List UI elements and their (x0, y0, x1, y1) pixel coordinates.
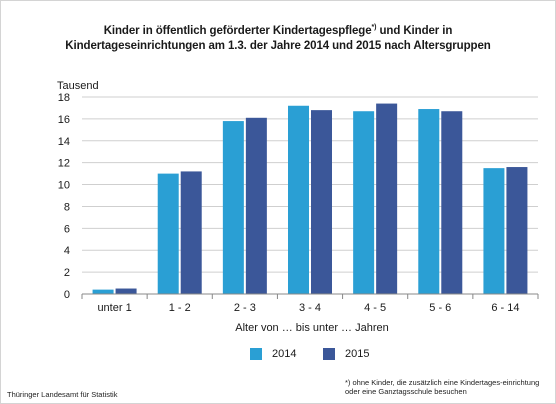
bar-2014-1 (92, 289, 114, 294)
y-tick-label-4: 4 (64, 245, 70, 257)
x-tick-label-5: 4 - 5 (364, 302, 386, 314)
y-tick-label-14: 14 (58, 136, 70, 148)
y-tick-label-16: 16 (58, 114, 70, 126)
title-line-2: Kindertageseinrichtungen am 1.3. der Jah… (65, 40, 491, 52)
x-tick-label-3: 2 - 3 (234, 302, 256, 314)
title-line-1-end: und Kinder in (376, 25, 453, 37)
bar-2014-7 (483, 168, 505, 294)
legend-label-2014: 2014 (272, 348, 297, 360)
title-footnote-mark: *) (371, 24, 377, 32)
bar-2015-3 (245, 117, 267, 295)
legend-swatch-2014 (250, 348, 262, 360)
bar-2014-5 (353, 111, 375, 294)
title-line-1: Kinder in öffentlich geförderter Kindert… (103, 25, 372, 37)
x-tick-label-4: 3 - 4 (299, 302, 321, 314)
bar-2014-3 (222, 121, 244, 294)
x-tick-label-7: 6 - 14 (491, 302, 519, 314)
legend-label-2015: 2015 (345, 348, 370, 360)
y-tick-label-6: 6 (64, 223, 70, 235)
y-tick-label-18: 18 (58, 92, 70, 104)
bar-2014-4 (288, 105, 309, 294)
chart-title: Kinder in öffentlich geförderter Kindert… (0, 24, 556, 54)
bar-2015-6 (441, 111, 463, 294)
legend-item-2015: 2015 (323, 347, 369, 361)
y-tick-label-8: 8 (64, 201, 70, 213)
y-tick-label-2: 2 (64, 267, 70, 279)
x-tick-label-6: 5 - 6 (429, 302, 451, 314)
x-tick-label-1: unter 1 (97, 302, 131, 314)
y-tick-label-0: 0 (64, 289, 70, 301)
bar-2014-6 (418, 109, 440, 295)
legend-swatch-2015 (323, 348, 335, 360)
bar-2015-7 (506, 167, 528, 294)
x-tick-label-2: 1 - 2 (169, 302, 191, 314)
bar-2015-2 (180, 171, 202, 294)
y-axis-label: Tausend (57, 80, 99, 92)
source-credit: Thüringer Landesamt für Statistik (7, 390, 118, 399)
x-axis-label: Alter von … bis unter … Jahren (235, 322, 388, 334)
bar-2015-1 (115, 288, 137, 294)
bar-2014-2 (157, 173, 179, 294)
bar-2015-4 (311, 110, 332, 294)
y-tick-label-10: 10 (58, 180, 70, 192)
y-tick-label-12: 12 (58, 158, 70, 170)
bar-2015-5 (376, 103, 398, 294)
legend-item-2014: 2014 (250, 347, 296, 361)
footnote: *) ohne Kinder, die zusätzlich eine Kind… (345, 378, 540, 396)
